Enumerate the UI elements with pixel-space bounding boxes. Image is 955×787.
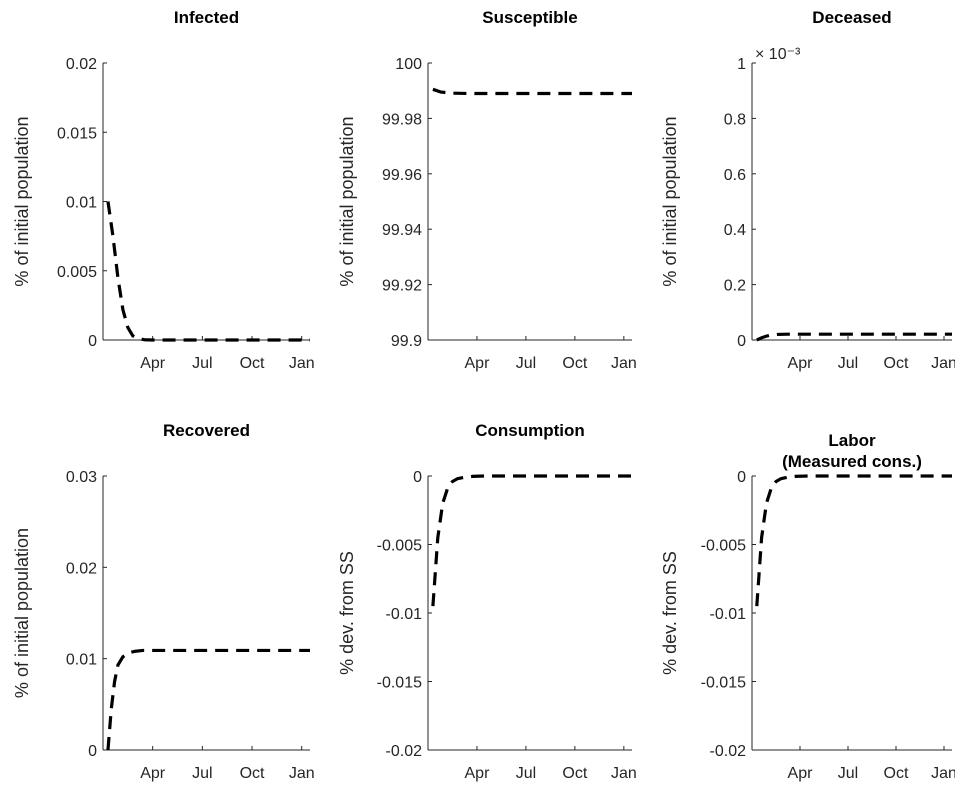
- chart-title: Infected: [174, 8, 239, 27]
- y-tick-label: 99.98: [382, 111, 422, 128]
- y-tick-label: 99.96: [382, 167, 422, 184]
- y-tick-label: -0.02: [386, 743, 423, 760]
- y-axis-label: % of initial population: [337, 116, 357, 286]
- chart-title: Recovered: [163, 421, 250, 440]
- y-tick-label: -0.01: [710, 606, 747, 623]
- x-tick-label: Jul: [838, 355, 858, 372]
- x-tick-label: Jul: [516, 765, 536, 782]
- x-tick-label: Jan: [931, 765, 955, 782]
- y-tick-label: 0.005: [57, 264, 97, 281]
- y-tick-label: 0.8: [724, 111, 746, 128]
- x-tick-label: Jul: [192, 355, 212, 372]
- x-tick-label: Jan: [611, 355, 637, 372]
- series-line: [106, 648, 310, 751]
- series-line: [432, 87, 632, 96]
- x-tick-label: Apr: [788, 765, 814, 782]
- y-axis-label: % dev. from SS: [337, 551, 357, 675]
- y-axis-label: % dev. from SS: [660, 551, 680, 675]
- y-tick-label: 0.015: [57, 125, 97, 142]
- exponent-label: × 10⁻³: [755, 46, 801, 63]
- y-tick-label: -0.005: [701, 538, 746, 555]
- chart-subtitle: (Measured cons.): [782, 452, 922, 471]
- series-line: [431, 474, 632, 607]
- y-tick-label: -0.02: [710, 743, 747, 760]
- x-tick-label: Oct: [884, 765, 909, 782]
- y-axis-label: % of initial population: [12, 528, 32, 698]
- x-tick-label: Jan: [931, 355, 955, 372]
- y-tick-label: 0.02: [66, 56, 97, 73]
- y-tick-label: 99.92: [382, 278, 422, 295]
- x-tick-label: Apr: [465, 765, 491, 782]
- chart-title: Susceptible: [482, 8, 577, 27]
- y-tick-label: 0: [737, 333, 746, 350]
- y-tick-label: -0.015: [377, 675, 422, 692]
- subplot-2: Susceptible 99.9 99.92 99.94 99.96 99.98 100 Ap…: [337, 8, 637, 372]
- y-tick-label: 0.4: [724, 222, 746, 239]
- x-tick-label: Apr: [140, 355, 166, 372]
- subplot-5: Consumption -0.02 -0.015 -0.01 -0.005 0 Apr Jul…: [337, 421, 637, 782]
- x-tick-label: Apr: [788, 355, 814, 372]
- x-tick-label: Apr: [140, 765, 166, 782]
- y-tick-label: 0.03: [66, 469, 97, 486]
- series-line: [755, 474, 952, 607]
- x-tick-label: Jan: [611, 765, 637, 782]
- x-tick-label: Jan: [289, 765, 315, 782]
- x-tick-label: Jul: [192, 765, 212, 782]
- series-line: [756, 332, 952, 342]
- subplot-4: Recovered 0 0.01 0.02 0.03 Apr Jul Oct Jan % of i…: [12, 421, 315, 782]
- x-tick-label: Oct: [884, 355, 909, 372]
- x-tick-label: Oct: [240, 355, 265, 372]
- x-tick-label: Oct: [562, 765, 587, 782]
- y-tick-label: 0.02: [66, 560, 97, 577]
- y-tick-label: 0.01: [66, 195, 97, 212]
- y-tick-label: 99.94: [382, 222, 422, 239]
- y-tick-label: -0.005: [377, 538, 422, 555]
- series-line: [106, 201, 310, 342]
- y-tick-label: -0.01: [386, 606, 423, 623]
- y-tick-label: 0: [88, 743, 97, 760]
- y-tick-label: 0.2: [724, 278, 746, 295]
- x-tick-label: Oct: [562, 355, 587, 372]
- x-tick-label: Oct: [240, 765, 265, 782]
- y-tick-label: 0.6: [724, 167, 746, 184]
- x-tick-label: Jul: [838, 765, 858, 782]
- x-tick-label: Apr: [465, 355, 491, 372]
- y-tick-label: 0: [737, 469, 746, 486]
- y-axis-label: % of initial population: [660, 116, 680, 286]
- subplot-3: Deceased 0 0.2 0.4 0.6 0.8 1 Apr Jul Oct Jan % of i…: [660, 8, 955, 372]
- y-tick-label: 0.01: [66, 652, 97, 669]
- chart-title: Deceased: [812, 8, 891, 27]
- chart-title: Consumption: [475, 421, 585, 440]
- subplot-1: Infected 0 0.005 0.01 0.015 0.02 Apr Jul Oct Jan%…: [12, 8, 315, 372]
- x-tick-label: Jul: [516, 355, 536, 372]
- y-tick-label: -0.015: [701, 675, 746, 692]
- chart-title: Labor: [828, 431, 876, 450]
- x-tick-label: Jan: [289, 355, 315, 372]
- y-axis-label: % of initial population: [12, 116, 32, 286]
- y-tick-label: 0: [88, 333, 97, 350]
- y-tick-label: 0: [413, 469, 422, 486]
- y-tick-label: 1: [737, 56, 746, 73]
- subplot-6: Labor (Measured cons.) -0.02 -0.015 -0.01 -0.…: [660, 431, 955, 782]
- y-tick-label: 99.9: [391, 333, 422, 350]
- y-tick-label: 100: [395, 56, 422, 73]
